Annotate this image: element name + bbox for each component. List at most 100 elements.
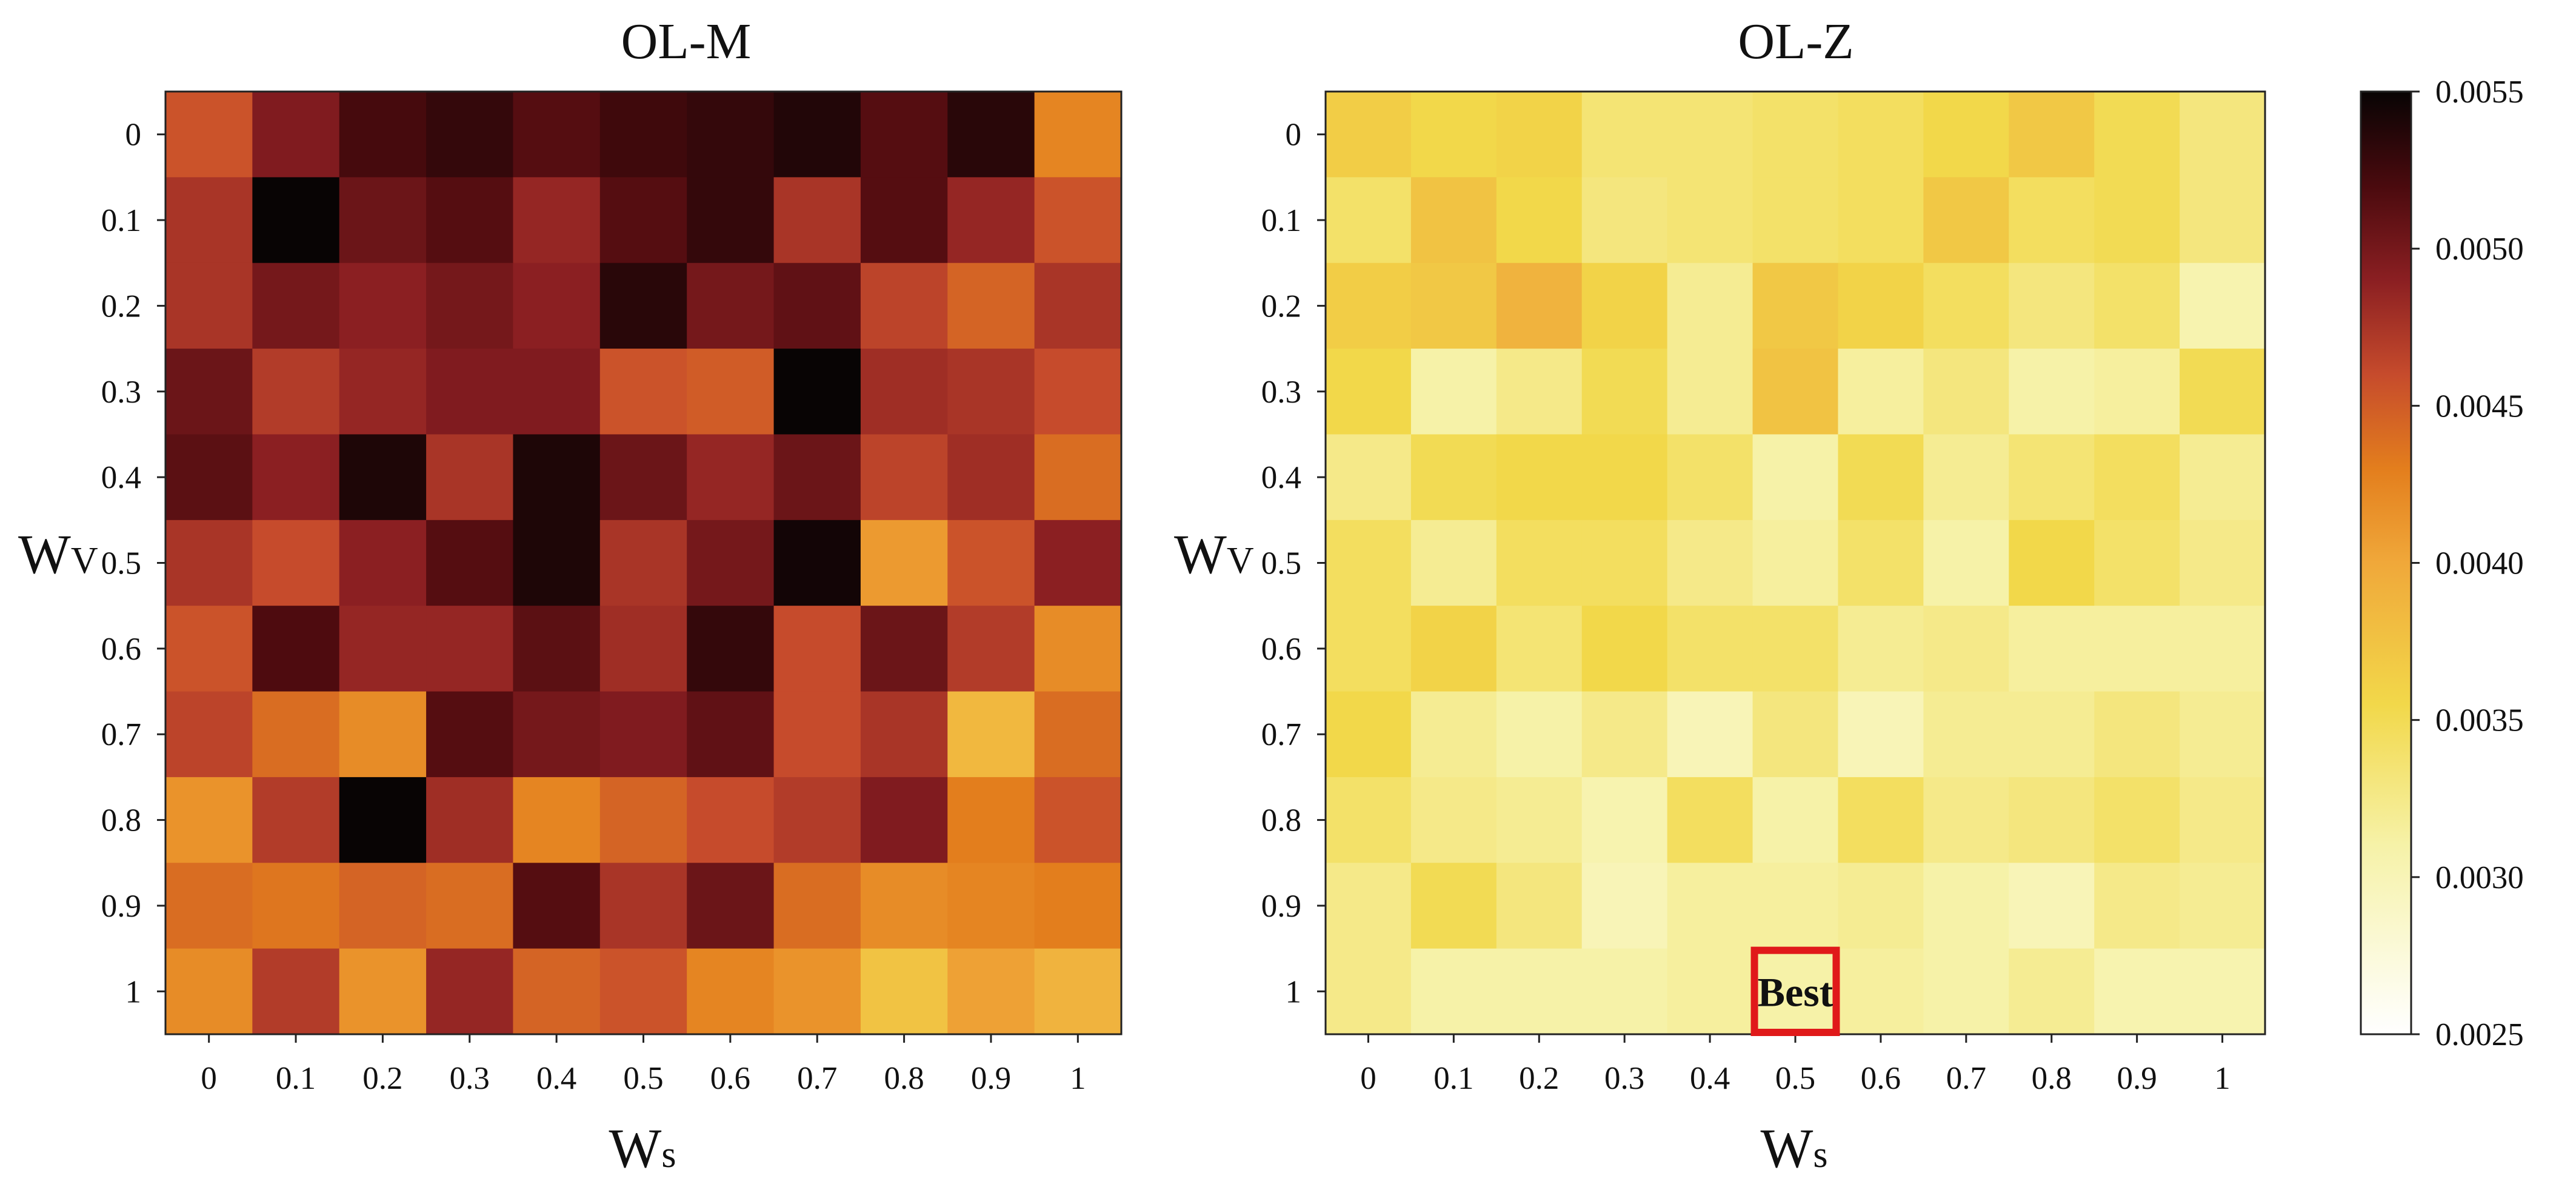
heatmap-cell xyxy=(1923,606,2009,692)
heatmap-cell xyxy=(1923,777,2009,863)
heatmap-cell xyxy=(1410,434,1497,521)
heatmap-cell xyxy=(773,520,861,606)
heatmap-cell xyxy=(1034,606,1122,692)
heatmap-cell xyxy=(252,520,340,606)
x-tick-labels-ol-m: 0 0.1 0.2 0.3 0.4 0.5 0.6 0.7 0.8 0.9 1 xyxy=(201,1034,1086,1096)
heatmap-cell xyxy=(1667,606,1753,692)
heatmap-cell xyxy=(165,606,253,692)
heatmap-cell xyxy=(1667,777,1753,863)
heatmap-cell xyxy=(339,349,427,435)
heatmap-cell xyxy=(165,777,253,863)
x-tick-labels-ol-z: 0 0.1 0.2 0.3 0.4 0.5 0.6 0.7 0.8 0.9 1 xyxy=(1360,1034,2231,1096)
heatmap-cell xyxy=(426,863,514,949)
y-tick-label: 0.6 xyxy=(101,632,141,667)
heatmap-cell xyxy=(2009,92,2095,178)
heatmap-cell xyxy=(1581,434,1668,521)
best-annotation: Best xyxy=(1750,946,1840,1036)
heatmap-cell xyxy=(1410,92,1497,178)
y-tick-label: 0.9 xyxy=(101,889,141,924)
heatmap-cell xyxy=(252,349,340,435)
heatmap-cell xyxy=(599,92,687,178)
heatmap-cell xyxy=(1752,349,1839,435)
heatmap-cell xyxy=(1034,863,1122,949)
heatmap-cell xyxy=(687,434,775,521)
heatmap-cell xyxy=(1034,777,1122,863)
y-tick-label: 0.3 xyxy=(1261,375,1301,410)
heatmap-cell xyxy=(1667,177,1753,264)
heatmap-cell xyxy=(513,92,601,178)
heatmap-cell xyxy=(1496,863,1583,949)
heatmap-ol-z: OL-Z 0 0.1 0.2 0.3 0.4 0.5 0.6 0.7 0.8 0.9 1 00.10… xyxy=(1174,13,2266,1179)
heatmap-cell xyxy=(599,434,687,521)
heatmap-cell xyxy=(1838,606,1924,692)
heatmap-cell xyxy=(1923,92,2009,178)
heatmap-cell xyxy=(1034,520,1122,606)
heatmap-cell xyxy=(1410,262,1497,349)
heatmap-cell xyxy=(599,691,687,778)
heatmap-cell xyxy=(165,262,253,349)
heatmap-cell xyxy=(599,948,687,1035)
heatmap-cell xyxy=(947,262,1035,349)
heatmap-cell xyxy=(1752,262,1839,349)
heatmap-cell xyxy=(1496,262,1583,349)
heatmap-cell xyxy=(426,948,514,1035)
heatmap-cell xyxy=(426,177,514,264)
heatmap-cell xyxy=(2009,948,2095,1035)
heatmap-cell xyxy=(1667,92,1753,178)
heatmap-cell xyxy=(1034,691,1122,778)
heatmap-cell xyxy=(1326,520,1412,606)
heatmap-cell xyxy=(773,863,861,949)
heatmap-cell xyxy=(1034,92,1122,178)
heatmap-cell xyxy=(687,948,775,1035)
heatmap-cell xyxy=(2009,777,2095,863)
heatmap-cell xyxy=(599,262,687,349)
heatmap-cell xyxy=(1034,948,1122,1035)
heatmap-cell xyxy=(773,948,861,1035)
y-tick-label: 0.5 xyxy=(101,546,141,581)
best-label: Best xyxy=(1758,969,1834,1015)
heatmap-cell xyxy=(1496,691,1583,778)
heatmap-cells-ol-m xyxy=(165,92,1122,1035)
heatmap-cell xyxy=(1496,92,1583,178)
heatmap-cell xyxy=(687,691,775,778)
heatmap-cell xyxy=(2009,177,2095,264)
heatmap-cell xyxy=(1923,177,2009,264)
heatmap-cell xyxy=(687,777,775,863)
heatmap-cell xyxy=(1838,691,1924,778)
heatmap-cell xyxy=(252,606,340,692)
heatmap-cell xyxy=(1838,262,1924,349)
heatmap-cell xyxy=(947,863,1035,949)
heatmap-cell xyxy=(1838,777,1924,863)
heatmap-cell xyxy=(599,777,687,863)
heatmap-cell xyxy=(1667,520,1753,606)
heatmap-cell xyxy=(2009,434,2095,521)
heatmap-cell xyxy=(513,349,601,435)
heatmap-cell xyxy=(947,520,1035,606)
heatmap-cell xyxy=(165,948,253,1035)
heatmap-cell xyxy=(1410,863,1497,949)
heatmap-cell xyxy=(426,777,514,863)
heatmap-cell xyxy=(773,349,861,435)
heatmap-cell xyxy=(426,349,514,435)
heatmap-cell xyxy=(1923,520,2009,606)
heatmap-cell xyxy=(599,863,687,949)
heatmap-cell xyxy=(2094,948,2180,1035)
heatmap-cell xyxy=(1496,777,1583,863)
heatmap-cell xyxy=(1326,177,1412,264)
heatmap-cell xyxy=(252,691,340,778)
heatmap-cell xyxy=(2009,262,2095,349)
heatmap-cell xyxy=(1410,606,1497,692)
x-tick-label: 0 xyxy=(1360,1061,1376,1096)
x-tick-label: 0 xyxy=(201,1061,217,1096)
heatmap-cell xyxy=(860,948,948,1035)
y-tick-label: 0.1 xyxy=(1261,203,1301,238)
y-tick-label: 0.2 xyxy=(1261,289,1301,324)
heatmap-cell xyxy=(1496,948,1583,1035)
heatmap-cell xyxy=(2009,606,2095,692)
heatmap-cell xyxy=(513,948,601,1035)
heatmap-cell xyxy=(1923,349,2009,435)
heatmap-cell xyxy=(1326,606,1412,692)
heatmap-cell xyxy=(1410,777,1497,863)
heatmap-cell xyxy=(2180,520,2266,606)
heatmap-cell xyxy=(252,177,340,264)
